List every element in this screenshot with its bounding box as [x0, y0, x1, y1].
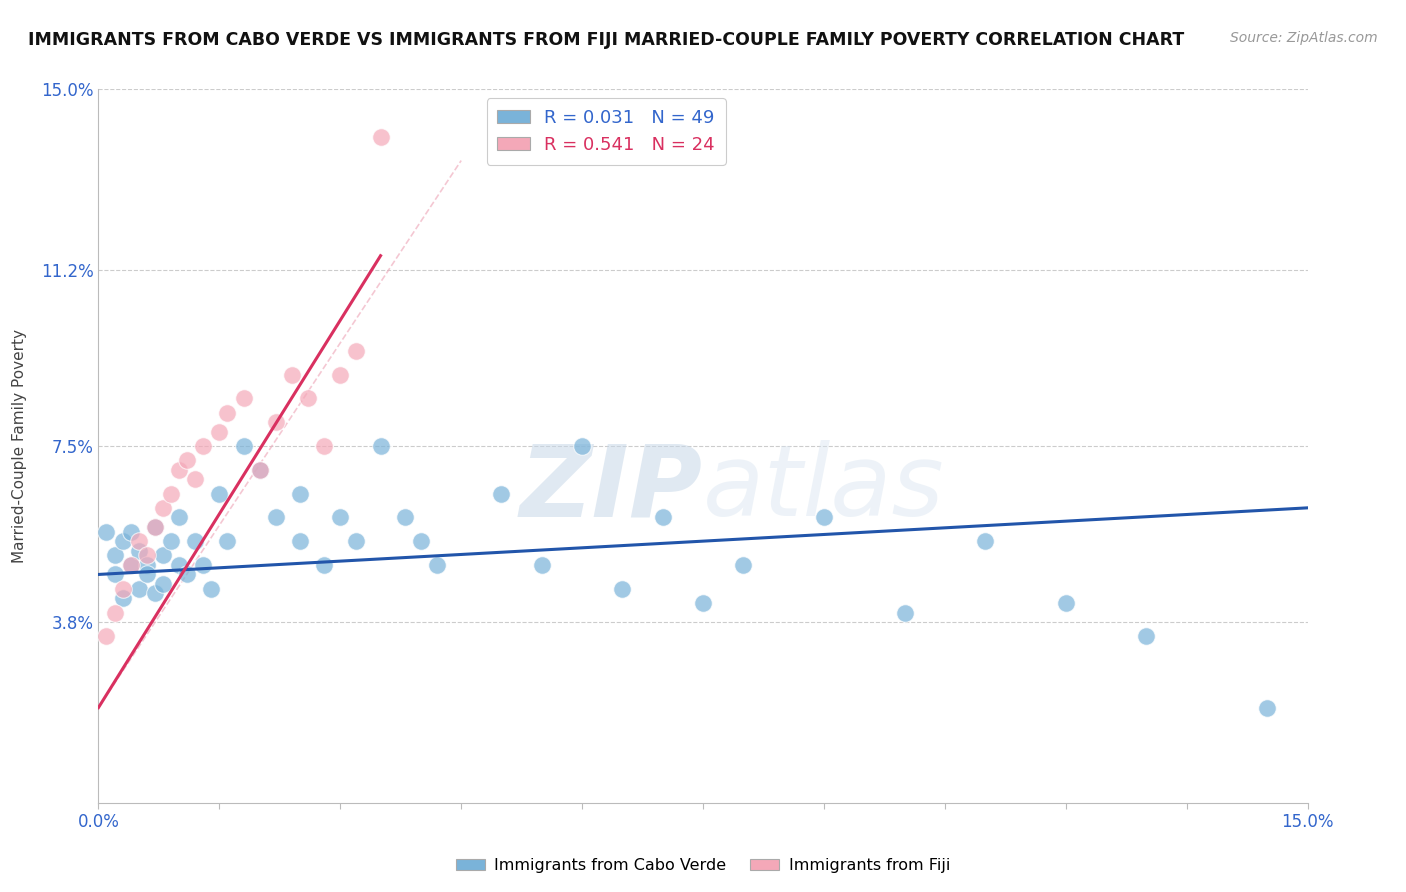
Point [128, 543, 150, 558]
Point [370, 439, 392, 453]
Point [813, 510, 835, 524]
Point [733, 558, 755, 572]
Point [314, 558, 336, 572]
Point [103, 549, 125, 563]
Point [176, 567, 198, 582]
Point [152, 500, 174, 515]
Point [232, 392, 254, 406]
Point [249, 463, 271, 477]
Point [167, 510, 190, 524]
Point [344, 343, 367, 358]
Point [160, 534, 183, 549]
Point [651, 510, 673, 524]
Point [394, 510, 416, 524]
Point [329, 510, 352, 524]
Legend: Immigrants from Cabo Verde, Immigrants from Fiji: Immigrants from Cabo Verde, Immigrants f… [450, 852, 956, 880]
Point [184, 472, 207, 486]
Point [135, 567, 157, 582]
Point [288, 534, 311, 549]
Point [184, 534, 207, 549]
Point [264, 415, 287, 429]
Point [160, 486, 183, 500]
Point [1256, 700, 1278, 714]
Point [143, 520, 166, 534]
Point [1135, 629, 1157, 643]
Point [612, 582, 634, 596]
Point [530, 558, 553, 572]
Point [288, 486, 311, 500]
Point [193, 558, 215, 572]
Point [152, 577, 174, 591]
Point [370, 129, 392, 144]
Legend: R = 0.031   N = 49, R = 0.541   N = 24: R = 0.031 N = 49, R = 0.541 N = 24 [486, 98, 725, 165]
Point [120, 524, 142, 539]
Point [96, 524, 118, 539]
Point [264, 510, 287, 524]
Text: ZIP: ZIP [520, 441, 703, 537]
Point [232, 439, 254, 453]
Point [297, 392, 319, 406]
Point [200, 582, 222, 596]
Text: IMMIGRANTS FROM CABO VERDE VS IMMIGRANTS FROM FIJI MARRIED-COUPLE FAMILY POVERTY: IMMIGRANTS FROM CABO VERDE VS IMMIGRANTS… [28, 31, 1184, 49]
Point [96, 629, 118, 643]
Point [103, 567, 125, 582]
Point [571, 439, 593, 453]
Point [120, 558, 142, 572]
Point [409, 534, 432, 549]
Point [152, 549, 174, 563]
Point [281, 368, 304, 382]
Point [128, 534, 150, 549]
Point [167, 558, 190, 572]
Point [143, 520, 166, 534]
Point [217, 406, 239, 420]
Point [111, 582, 134, 596]
Point [208, 425, 231, 439]
Point [974, 534, 997, 549]
Point [135, 549, 157, 563]
Point [692, 596, 714, 610]
Point [193, 439, 215, 453]
Point [167, 463, 190, 477]
Y-axis label: Married-Couple Family Poverty: Married-Couple Family Poverty [11, 329, 27, 563]
Point [128, 582, 150, 596]
Point [143, 586, 166, 600]
Point [344, 534, 367, 549]
Point [426, 558, 449, 572]
Text: Source: ZipAtlas.com: Source: ZipAtlas.com [1230, 31, 1378, 45]
Text: atlas: atlas [703, 441, 945, 537]
Point [893, 606, 915, 620]
Point [111, 534, 134, 549]
Point [329, 368, 352, 382]
Point [217, 534, 239, 549]
Point [176, 453, 198, 467]
Point [491, 486, 513, 500]
Point [111, 591, 134, 606]
Point [208, 486, 231, 500]
Point [103, 606, 125, 620]
Point [314, 439, 336, 453]
Point [120, 558, 142, 572]
Point [249, 463, 271, 477]
Point [1054, 596, 1077, 610]
Point [135, 558, 157, 572]
